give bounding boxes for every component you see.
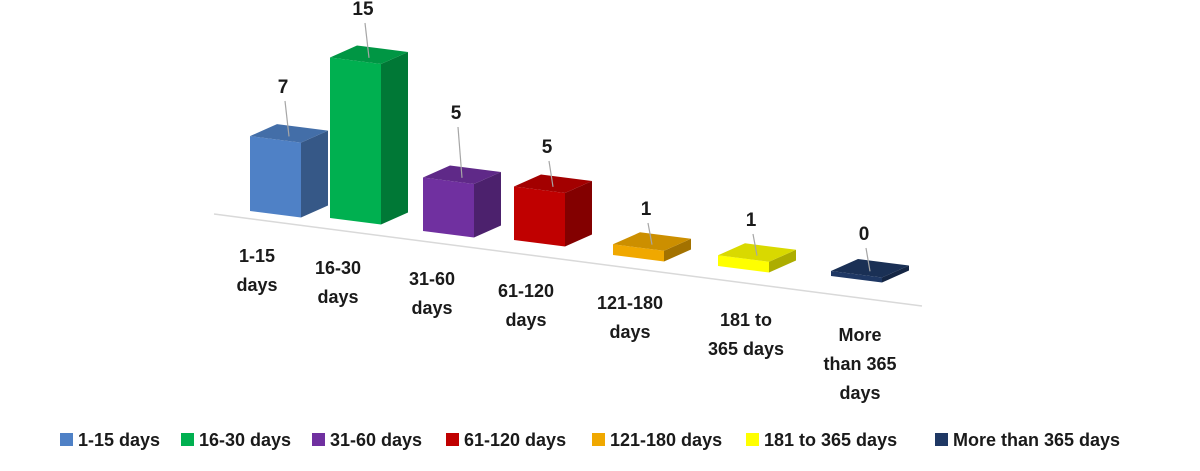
legend-swatch <box>446 433 459 446</box>
bar-front-face <box>330 57 381 225</box>
bar-front-face <box>423 177 474 238</box>
category-label-line: days <box>317 287 358 307</box>
legend-entry-more-than-365-days: More than 365 days <box>935 430 1120 450</box>
legend-entry-181-to-365-days: 181 to 365 days <box>746 430 897 450</box>
bars-group <box>250 45 909 283</box>
legend-label: More than 365 days <box>953 430 1120 450</box>
bar-front-face <box>250 136 301 218</box>
legend-swatch <box>312 433 325 446</box>
category-label-line: days <box>839 383 880 403</box>
legend-entry-61-120-days: 61-120 days <box>446 430 566 450</box>
legend-label: 181 to 365 days <box>764 430 897 450</box>
legend-label: 61-120 days <box>464 430 566 450</box>
category-label-line: 181 to <box>720 310 772 330</box>
category-label-line: days <box>505 310 546 330</box>
bar-front-face <box>613 244 664 262</box>
bar-front-face <box>831 271 882 283</box>
bar-side-face <box>769 249 796 273</box>
legend-label: 16-30 days <box>199 430 291 450</box>
floor-line <box>213 213 923 307</box>
leader-line <box>752 233 758 256</box>
bar-181-to-365-days <box>718 243 796 273</box>
category-label-line: 31-60 <box>409 269 455 289</box>
bar-1-15-days <box>250 124 328 218</box>
legend-label: 121-180 days <box>610 430 722 450</box>
category-label: 121-180 days <box>597 293 663 342</box>
category-label: 1-15 days <box>236 246 277 295</box>
value-label: 5 <box>542 137 553 158</box>
bar-side-face <box>301 130 328 218</box>
leader-line <box>865 247 871 272</box>
category-label: 31-60 days <box>409 269 455 318</box>
category-label: More than 365 days <box>823 325 896 403</box>
category-label-line: 365 days <box>708 339 784 359</box>
legend-label: 1-15 days <box>78 430 160 450</box>
leader-line <box>548 160 554 187</box>
leader-line <box>364 22 370 58</box>
category-label-line: days <box>609 322 650 342</box>
legend-swatch <box>181 433 194 446</box>
category-label-line: than 365 <box>823 354 896 374</box>
legend-swatch <box>935 433 948 446</box>
leader-line <box>457 126 463 178</box>
bar-31-60-days <box>423 165 501 238</box>
bar-front-face <box>718 255 769 273</box>
category-label: 16-30 days <box>315 258 361 307</box>
leader-line <box>647 222 653 245</box>
legend-entry-31-60-days: 31-60 days <box>312 430 422 450</box>
bar-121-180-days <box>613 232 691 262</box>
category-label: 61-120 days <box>498 281 554 330</box>
bar-side-face <box>474 172 501 238</box>
legend-swatch <box>60 433 73 446</box>
value-labels-group: 7 15 5 5 1 1 0 <box>278 0 870 245</box>
legend-swatch <box>592 433 605 446</box>
bar-side-face <box>664 238 691 262</box>
value-label: 0 <box>859 224 870 245</box>
category-label-line: 1-15 <box>239 246 275 266</box>
value-label: 1 <box>746 210 757 231</box>
legend-entry-16-30-days: 16-30 days <box>181 430 291 450</box>
bar-front-face <box>514 186 565 247</box>
category-label-line: More <box>838 325 881 345</box>
legend-label: 31-60 days <box>330 430 422 450</box>
legend: 1-15 days 16-30 days 31-60 days 61-120 days… <box>60 430 1120 450</box>
category-label-line: days <box>236 275 277 295</box>
value-label: 15 <box>352 0 374 20</box>
category-label-line: days <box>411 298 452 318</box>
leader-line <box>284 100 290 137</box>
category-label: 181 to 365 days <box>708 310 784 359</box>
value-label: 7 <box>278 77 289 98</box>
category-label-line: 121-180 <box>597 293 663 313</box>
legend-entry-1-15-days: 1-15 days <box>60 430 160 450</box>
value-label: 5 <box>451 103 462 124</box>
legend-swatch <box>746 433 759 446</box>
category-label-line: 16-30 <box>315 258 361 278</box>
category-label-line: 61-120 <box>498 281 554 301</box>
bar-side-face <box>882 265 909 283</box>
bar-side-face <box>565 181 592 247</box>
leader-lines-group <box>284 22 871 272</box>
bar-side-face <box>381 52 408 225</box>
legend-entry-121-180-days: 121-180 days <box>592 430 722 450</box>
value-label: 1 <box>641 199 652 220</box>
bar-16-30-days <box>330 45 408 225</box>
